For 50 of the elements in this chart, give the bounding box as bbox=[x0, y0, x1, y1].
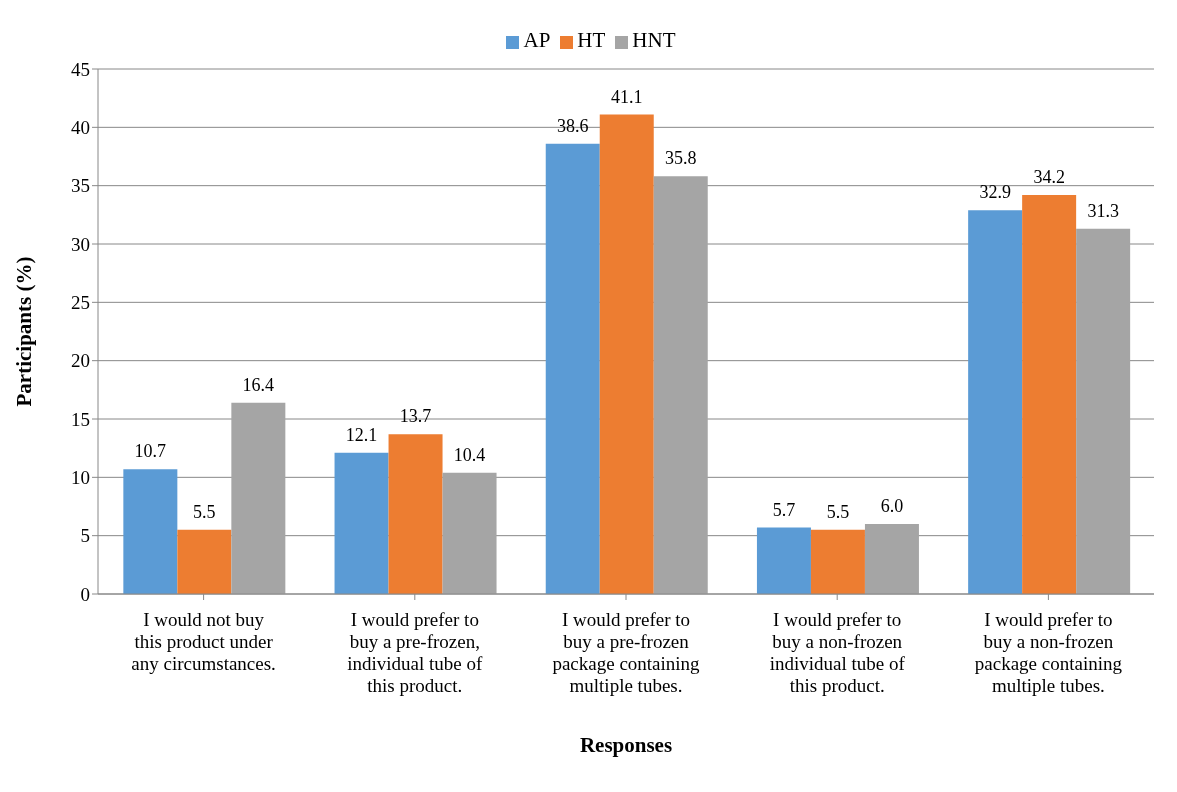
bar bbox=[653, 176, 708, 594]
data-label: 5.7 bbox=[772, 499, 796, 520]
bar bbox=[123, 469, 178, 594]
bar bbox=[756, 527, 811, 594]
bar bbox=[968, 210, 1023, 594]
data-label: 35.8 bbox=[664, 148, 697, 169]
bar bbox=[177, 529, 232, 594]
bar bbox=[231, 402, 286, 594]
bar bbox=[388, 434, 443, 594]
y-tick-label: 5 bbox=[80, 525, 90, 547]
y-tick-label: 30 bbox=[71, 233, 90, 255]
bar bbox=[599, 114, 654, 594]
y-tick-label: 20 bbox=[71, 350, 90, 372]
data-label: 10.7 bbox=[134, 441, 167, 462]
y-axis-title: Participants (%) bbox=[12, 256, 37, 407]
data-label: 5.5 bbox=[193, 501, 216, 522]
y-tick-label: 35 bbox=[71, 175, 90, 197]
x-tick-label: I would prefer to buy a pre-frozen package containing multiple tubes. bbox=[552, 609, 701, 696]
y-tick-label: 40 bbox=[71, 117, 90, 139]
bar bbox=[442, 472, 497, 594]
bar bbox=[810, 529, 865, 594]
legend-label: HT bbox=[577, 28, 606, 52]
bar bbox=[334, 452, 389, 594]
data-label: 6.0 bbox=[880, 496, 904, 516]
data-label: 13.7 bbox=[399, 406, 432, 427]
data-label: 31.3 bbox=[1087, 200, 1119, 221]
data-label: 10.4 bbox=[453, 444, 486, 465]
bar bbox=[864, 524, 919, 594]
y-tick-label: 10 bbox=[71, 467, 90, 489]
data-label: 16.4 bbox=[242, 374, 275, 395]
data-label: 34.2 bbox=[1033, 167, 1065, 187]
x-axis-title: Responses bbox=[579, 733, 673, 757]
data-label: 41.1 bbox=[610, 86, 643, 107]
legend-label: HNT bbox=[632, 28, 676, 52]
data-label: 32.9 bbox=[979, 182, 1011, 203]
x-tick-label: I would prefer to buy a non-frozen package containing multiple tubes. bbox=[974, 609, 1123, 696]
bar bbox=[1076, 228, 1131, 594]
y-tick-label: 0 bbox=[80, 583, 90, 605]
data-label: 12.1 bbox=[345, 424, 378, 445]
data-label: 38.6 bbox=[556, 115, 589, 136]
data-label: 5.5 bbox=[826, 501, 850, 522]
legend-label: AP bbox=[523, 28, 551, 52]
bar bbox=[1022, 195, 1077, 594]
bar bbox=[545, 143, 600, 594]
x-tick-label: I would not buy this product under any circumstances. bbox=[131, 609, 276, 674]
y-tick-label: 15 bbox=[71, 408, 90, 430]
y-tick-label: 25 bbox=[71, 292, 90, 314]
x-tick-label: I would prefer to buy a pre-frozen, individual tube of this product. bbox=[347, 609, 484, 696]
y-tick-label: 45 bbox=[71, 58, 90, 80]
x-tick-label: I would prefer to buy a non-frozen individual tube of this product. bbox=[769, 609, 906, 696]
